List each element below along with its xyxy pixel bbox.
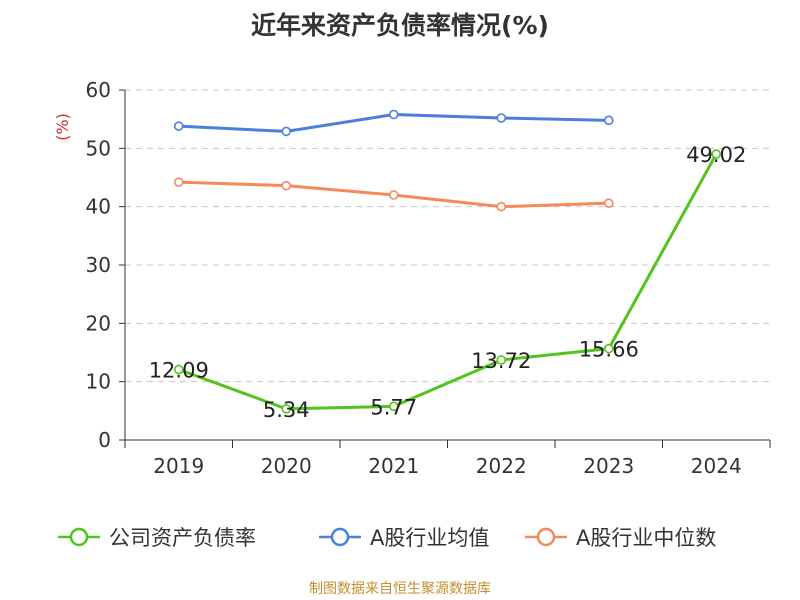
legend-item: A股行业中位数 xyxy=(524,522,716,552)
data-point xyxy=(173,177,184,187)
data-label: 15.66 xyxy=(579,338,639,362)
data-label: 49.02 xyxy=(686,143,746,167)
legend-label: 公司资产负债率 xyxy=(109,526,256,550)
data-point xyxy=(496,201,507,212)
legend-marker-icon xyxy=(319,527,361,547)
data-label: 13.72 xyxy=(471,349,531,373)
data-point xyxy=(603,343,614,354)
y-tick-label: 30 xyxy=(86,253,111,277)
series-lines xyxy=(173,109,722,414)
series-line xyxy=(178,153,718,411)
data-label: 5.77 xyxy=(370,395,417,419)
legend-label: A股行业均值 xyxy=(370,526,490,550)
data-point xyxy=(711,149,722,159)
data-point xyxy=(603,115,614,126)
y-tick-label: 10 xyxy=(86,370,111,394)
legend-label: A股行业中位数 xyxy=(576,526,717,550)
data-label: 12.09 xyxy=(149,358,209,382)
data-labels: 12.09 5.34 5.77 13.72 15.66 49.02 xyxy=(149,143,747,422)
y-tick-label: 50 xyxy=(86,136,111,160)
y-tick-label: 20 xyxy=(86,311,111,335)
data-point xyxy=(388,401,399,412)
legend-marker-icon xyxy=(58,527,100,547)
y-axis-unit: (%) xyxy=(53,113,72,141)
data-point xyxy=(173,364,184,375)
data-point xyxy=(496,355,507,365)
chart-title: 近年来资产负债率情况(%) xyxy=(251,11,549,40)
legend-item: A股行业均值 xyxy=(318,522,489,552)
y-tick-label: 60 xyxy=(86,78,111,102)
source-note: 制图数据来自恒生聚源数据库 xyxy=(309,581,491,597)
x-tick-label: 2024 xyxy=(691,454,742,478)
data-point xyxy=(496,113,507,123)
x-tick-label: 2021 xyxy=(368,454,419,478)
x-tick-label: 2019 xyxy=(153,454,204,478)
data-point xyxy=(281,126,292,137)
x-tick-label: 2023 xyxy=(583,454,634,478)
legend-marker-icon xyxy=(525,527,567,547)
x-tick-label: 2022 xyxy=(476,454,527,478)
y-tick-label: 0 xyxy=(98,428,111,452)
legend-item: 公司资产负债率 xyxy=(57,522,256,552)
data-point xyxy=(603,198,614,208)
data-point xyxy=(281,180,292,191)
data-point xyxy=(173,121,184,131)
grid-lines xyxy=(125,89,770,383)
data-point xyxy=(388,109,399,120)
x-tick-label: 2020 xyxy=(261,454,312,478)
y-tick-label: 40 xyxy=(86,195,111,219)
data-label: 5.34 xyxy=(263,398,310,422)
legend: 公司资产负债率 A股行业均值 A股行业中位数 xyxy=(0,522,800,552)
data-point xyxy=(281,404,292,414)
axes: 0 10 20 30 40 50 60 (%) 2019 2020 2021 2022 2023 2024 xyxy=(53,78,771,478)
data-point xyxy=(388,190,399,200)
